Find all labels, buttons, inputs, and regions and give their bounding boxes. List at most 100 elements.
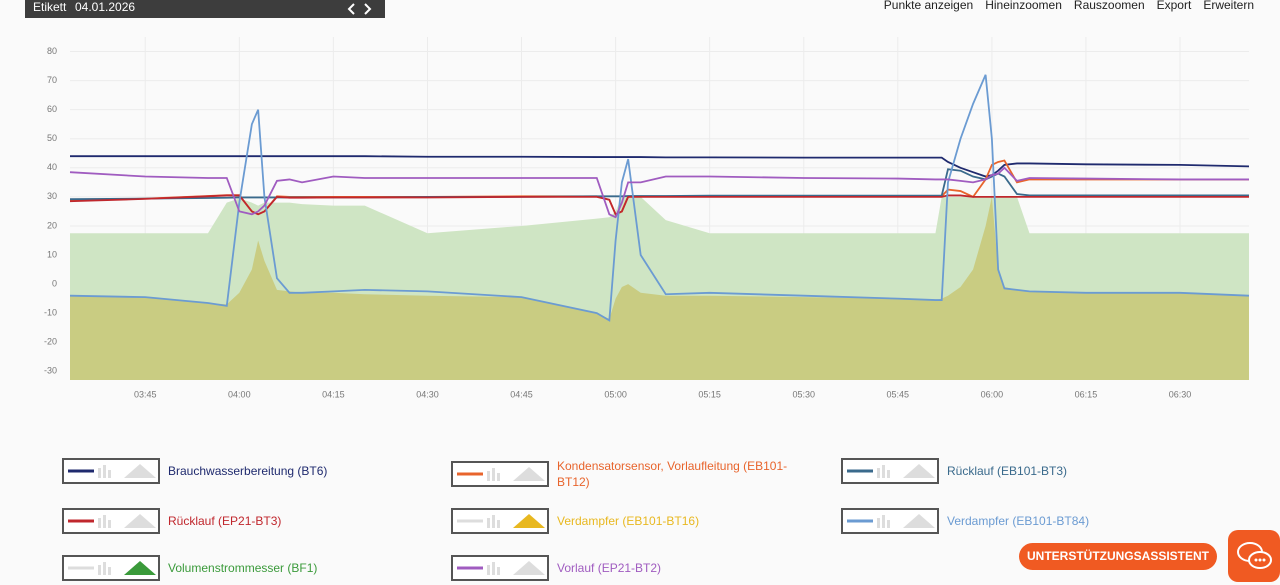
legend-symbol <box>847 514 935 528</box>
legend-bars <box>98 468 101 478</box>
toolbar-link[interactable]: Erweitern <box>1203 0 1254 12</box>
legend-bars <box>877 468 880 478</box>
legend-bars <box>108 520 111 528</box>
legend-item[interactable]: Verdampfer (EB101-BT16) <box>451 508 797 534</box>
x-tick-label: 05:45 <box>887 389 910 399</box>
label-bar: Etikett 04.01.2026 <box>25 0 385 18</box>
legend-icon <box>451 508 549 534</box>
toolbar-link[interactable]: Hineinzoomen <box>985 0 1062 12</box>
x-tick-label: 05:30 <box>792 389 815 399</box>
legend-item[interactable]: Verdampfer (EB101-BT84) <box>841 508 1187 534</box>
legend-triangle <box>124 561 156 575</box>
legend-bars <box>497 473 500 481</box>
line <box>70 155 1250 178</box>
x-tick-label: 06:15 <box>1075 389 1098 399</box>
legend-label: Brauchwasserbereitung (BT6) <box>168 464 328 478</box>
legend-label: Volumenstrommesser (BF1) <box>168 561 318 575</box>
nav-arrows[interactable] <box>343 2 373 16</box>
legend-symbol <box>847 464 935 478</box>
chat-button[interactable] <box>1228 530 1280 582</box>
legend-item[interactable]: Brauchwasserbereitung (BT6) <box>62 458 408 484</box>
legend-symbol <box>68 561 156 575</box>
legend-label: Vorlauf (EP21-BT2) <box>557 561 662 575</box>
y-tick-label: 50 <box>47 133 57 143</box>
legend-triangle <box>124 464 156 478</box>
chart: 80 70 60 50 40 30 20 10 0 -10 -20 -30 03:45 04:00 04:1… <box>44 37 1250 399</box>
legend-bars <box>492 515 495 528</box>
legend-triangle <box>903 464 935 478</box>
legend-bars <box>98 518 101 528</box>
legend-icon <box>62 458 160 484</box>
legend-bars <box>497 567 500 575</box>
legend-label: Verdampfer (EB101-BT84) <box>947 514 1090 528</box>
legend-triangle <box>513 514 545 528</box>
legend-icon <box>451 461 549 487</box>
legend-bars <box>882 465 885 478</box>
x-tick-label: 04:45 <box>510 389 533 399</box>
legend-symbol <box>457 561 545 575</box>
line <box>69 168 1249 201</box>
chat-icon <box>1237 542 1272 569</box>
legend-item[interactable]: Rücklauf (EB101-BT3) <box>841 458 1187 484</box>
toolbar-link[interactable]: Export <box>1156 0 1192 12</box>
legend-label: Rücklauf (EB101-BT3) <box>947 464 1068 478</box>
y-tick-label: 60 <box>47 104 57 114</box>
legend-bars <box>487 565 490 575</box>
legend-triangle <box>903 514 935 528</box>
legend-item[interactable]: Vorlauf (EP21-BT2) <box>451 555 797 581</box>
legend-icon <box>841 458 939 484</box>
line <box>69 194 1249 216</box>
legend-bars <box>882 515 885 528</box>
legend-bars <box>103 465 106 478</box>
legend-bars <box>108 470 111 478</box>
legend-triangle <box>513 561 545 575</box>
toolbar-links: Punkte anzeigen Hineinzoomen Rauszoomen Exp… <box>884 0 1254 12</box>
toolbar-link[interactable]: Rauszoomen <box>1073 0 1145 12</box>
legend-symbol <box>457 467 545 481</box>
y-tick-label: 20 <box>47 220 57 230</box>
x-tick-label: 03:45 <box>134 389 157 399</box>
legend-icon <box>62 555 160 581</box>
legend-item[interactable]: Rücklauf (EP21-BT3) <box>62 508 408 534</box>
assistant-button[interactable]: UNTERSTÜTZUNGSASSISTENT <box>1019 543 1217 570</box>
legend-triangle <box>513 467 545 481</box>
legend-item[interactable]: Volumenstrommesser (BF1) <box>62 555 408 581</box>
label: Etikett <box>33 0 67 14</box>
y-tick-label: -30 <box>44 366 57 376</box>
legend-bars <box>887 470 890 478</box>
toolbar-link[interactable]: Punkte anzeigen <box>883 0 974 12</box>
legend-triangle <box>124 514 156 528</box>
x-tick-label: 06:30 <box>1169 389 1192 399</box>
legend-bars <box>497 520 500 528</box>
y-tick-label: 40 <box>47 162 57 172</box>
legend-bars <box>492 562 495 575</box>
legend-symbol <box>68 464 156 478</box>
legend-bars <box>108 567 111 575</box>
y-tick-label: 10 <box>47 249 57 259</box>
legend-label: Rücklauf (EP21-BT3) <box>168 514 282 528</box>
legend-bars <box>98 565 101 575</box>
legend-icon <box>451 555 549 581</box>
legend-bars <box>492 468 495 481</box>
legend-symbol <box>457 514 545 528</box>
y-tick-label: 30 <box>47 191 57 201</box>
date: 04.01.2026 <box>75 0 136 14</box>
legend-bars <box>877 518 880 528</box>
legend-bars <box>487 471 490 481</box>
line <box>69 166 1249 219</box>
legend-label: Verdampfer (EB101-BT16) <box>557 514 700 528</box>
legend-bars <box>103 562 106 575</box>
area <box>70 196 1249 380</box>
legend-bars <box>487 518 490 528</box>
legend-item[interactable]: Kondensatorsensor, Vorlaufleitung (EB101… <box>451 458 797 490</box>
legend-icon <box>841 508 939 534</box>
legend-symbol <box>68 514 156 528</box>
legend-label: Kondensatorsensor, Vorlaufleitung (EB101… <box>557 459 788 489</box>
legend-icon <box>62 508 160 534</box>
x-tick-label: 06:00 <box>981 389 1004 399</box>
x-tick-label: 04:00 <box>228 389 251 399</box>
x-tick-label: 04:30 <box>416 389 439 399</box>
x-tick-label: 05:00 <box>604 389 627 399</box>
y-tick-label: 0 <box>52 278 57 288</box>
